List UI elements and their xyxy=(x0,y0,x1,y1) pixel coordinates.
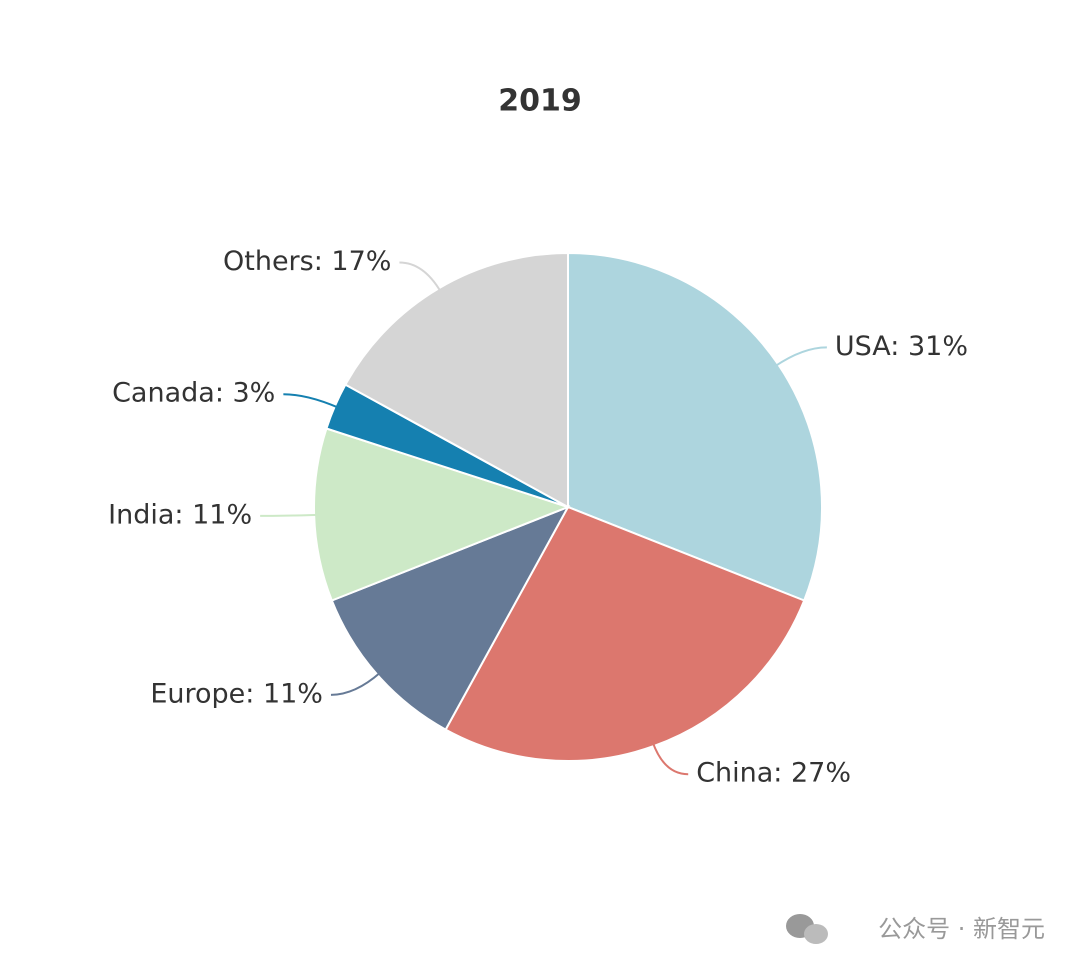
data-label: USA: 31% xyxy=(835,331,968,362)
label-connector xyxy=(774,346,827,368)
label-connector xyxy=(399,261,442,293)
chart-title: 2019 xyxy=(498,84,582,119)
label-connector xyxy=(651,741,689,776)
data-label: Canada: 3% xyxy=(112,378,275,409)
data-label: India: 11% xyxy=(108,499,252,530)
label-connector xyxy=(283,393,339,409)
data-label: China: 27% xyxy=(696,758,851,789)
label-connector xyxy=(260,513,319,517)
watermark-icon xyxy=(786,914,828,944)
label-connector xyxy=(330,671,382,696)
watermark: 公众号 · 新智元 xyxy=(878,915,1045,943)
data-label: Europe: 11% xyxy=(150,678,323,709)
data-label: Others: 17% xyxy=(223,246,391,277)
